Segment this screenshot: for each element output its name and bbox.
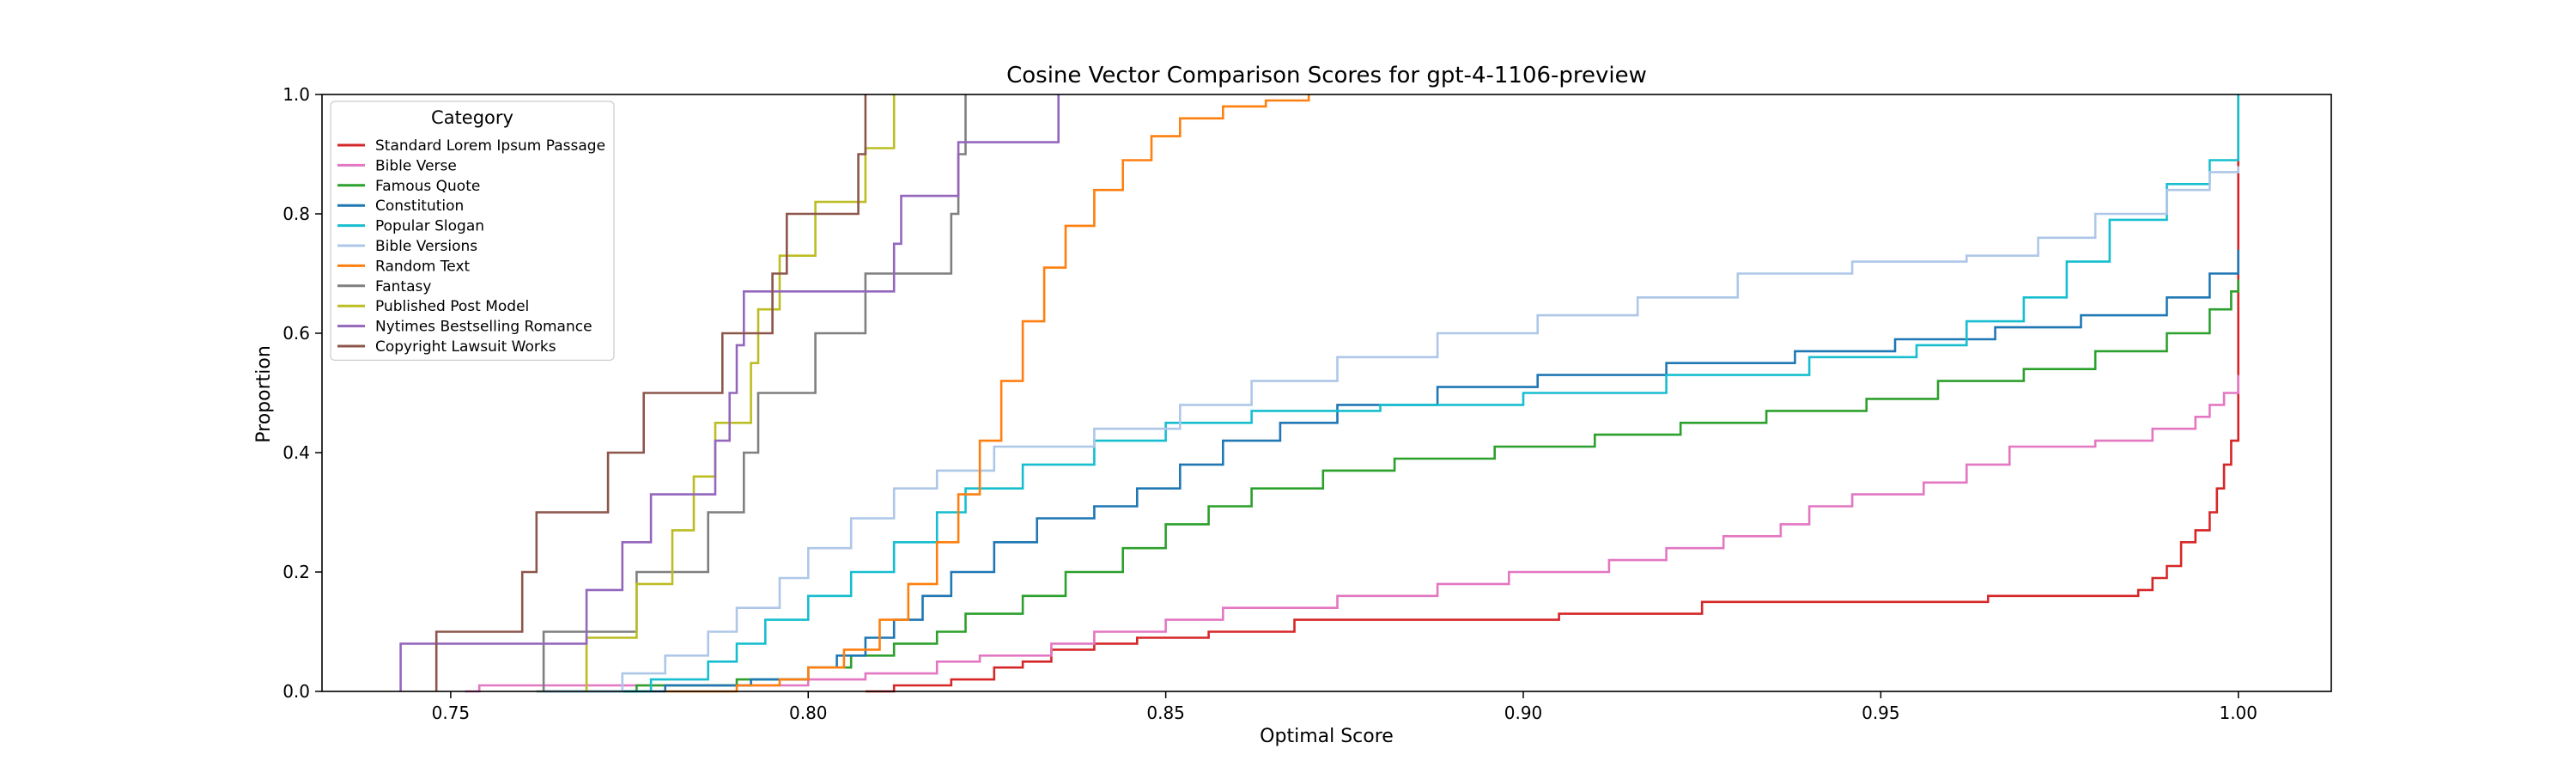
x-axis-label: Optimal Score [1260, 726, 1394, 747]
series-line-8 [585, 94, 896, 691]
y-tick-label: 0.0 [283, 681, 310, 702]
plot-frame [321, 94, 2332, 692]
legend: Category Standard Lorem Ipsum Passage Bibl… [330, 100, 615, 361]
legend-label-8: Published Post Model [375, 298, 529, 315]
series-line-9 [399, 94, 1060, 691]
x-tick-label: 0.95 [1862, 703, 1900, 723]
legend-label-2: Famous Quote [375, 178, 480, 195]
series-line-5 [536, 166, 2239, 693]
x-tick-label: 0.80 [789, 703, 828, 723]
x-tick-label: 1.00 [2219, 703, 2257, 723]
legend-label-7: Fantasy [375, 278, 431, 295]
legend-title: Category [431, 107, 513, 128]
x-axis: 0.75 0.80 0.85 0.90 0.95 1.00 [432, 691, 2257, 723]
y-tick-label: 0.4 [283, 442, 310, 463]
legend-label-9: Nytimes Bestselling Romance [375, 319, 592, 336]
x-tick-label: 0.90 [1504, 703, 1543, 723]
y-tick-label: 0.2 [283, 562, 310, 582]
y-tick-label: 0.8 [283, 204, 310, 224]
legend-label-4: Popular Slogan [375, 218, 484, 235]
legend-label-0: Standard Lorem Ipsum Passage [375, 137, 605, 155]
legend-label-6: Random Text [375, 258, 471, 275]
x-tick-label: 0.75 [432, 703, 471, 723]
x-tick-label: 0.85 [1146, 703, 1185, 723]
plot-lines [399, 94, 2239, 693]
series-line-0 [865, 94, 2239, 693]
series-line-7 [542, 94, 967, 691]
chart-title: Cosine Vector Comparison Scores for gpt-… [1006, 63, 1647, 88]
legend-label-3: Constitution [375, 198, 464, 215]
y-tick-label: 0.6 [283, 323, 310, 344]
y-tick-label: 1.0 [283, 84, 310, 105]
series-line-1 [465, 374, 2239, 693]
legend-label-1: Bible Verse [375, 157, 457, 174]
legend-box [330, 100, 615, 361]
y-axis-label: Proportion [253, 345, 275, 443]
series-line-3 [544, 249, 2239, 693]
series-line-2 [536, 279, 2239, 693]
y-axis: 0.0 0.2 0.4 0.6 0.8 1.0 [283, 84, 322, 702]
series-line-10 [434, 94, 867, 691]
legend-label-10: Copyright Lawsuit Works [375, 338, 556, 356]
legend-label-5: Bible Versions [375, 238, 477, 255]
series-line-6 [665, 94, 1310, 693]
series-line-4 [557, 94, 2239, 693]
